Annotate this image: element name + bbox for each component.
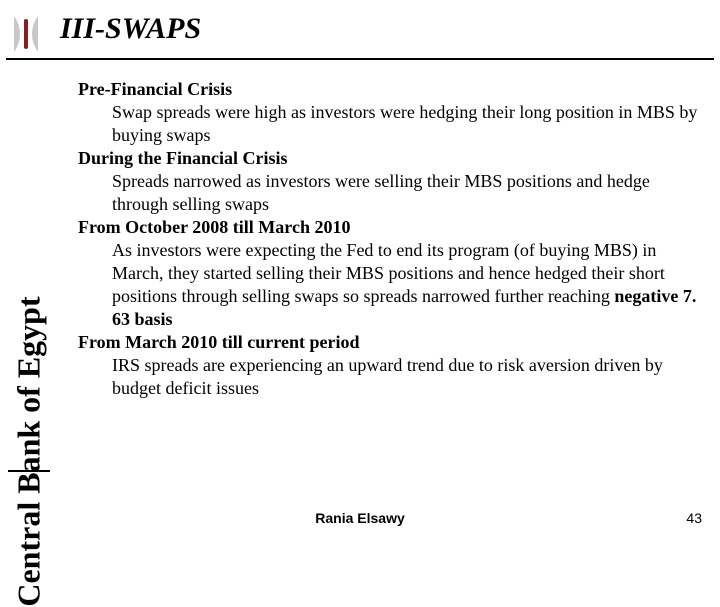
section-body: Spreads narrowed as investors were selli… xyxy=(78,170,698,216)
section-body: Swap spreads were high as investors were… xyxy=(78,101,698,147)
sidebar-label: Central Bank of Egypt xyxy=(11,296,48,606)
slide-title: III-SWAPS xyxy=(60,12,201,46)
slide: III-SWAPS Central Bank of Egypt Pre-Fina… xyxy=(0,0,720,540)
section-heading: Pre-Financial Crisis xyxy=(78,78,698,101)
section-body: IRS spreads are experiencing an upward t… xyxy=(78,354,698,400)
sidebar-label-container: Central Bank of Egypt xyxy=(8,72,50,472)
content-area: Pre-Financial Crisis Swap spreads were h… xyxy=(78,78,698,400)
section-heading: From March 2010 till current period xyxy=(78,331,698,354)
section-heading: From October 2008 till March 2010 xyxy=(78,216,698,239)
logo-icon xyxy=(10,14,42,54)
section-heading: During the Financial Crisis xyxy=(78,147,698,170)
section-body-pre: As investors were expecting the Fed to e… xyxy=(112,240,665,306)
footer-author: Rania Elsawy xyxy=(0,510,720,526)
title-underline xyxy=(6,58,714,60)
page-number: 43 xyxy=(686,510,702,526)
section-body: As investors were expecting the Fed to e… xyxy=(78,239,698,331)
